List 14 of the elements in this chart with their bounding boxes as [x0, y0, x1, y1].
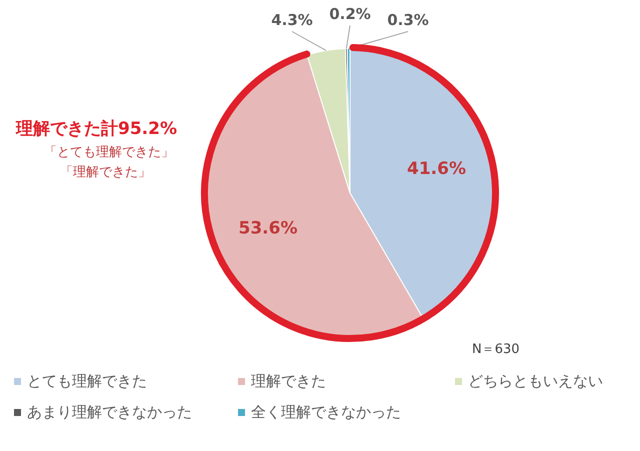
data-label: 0.2% [329, 4, 371, 23]
data-label: 41.6% [406, 159, 466, 180]
legend-label: とても理解できた [27, 372, 147, 390]
data-label: 53.6% [238, 218, 298, 239]
data-label: 4.3% [271, 10, 313, 29]
text: 「理解できた」 [60, 164, 151, 181]
legend-label: 全く理解できなかった [251, 403, 401, 421]
text: N＝630 [472, 341, 520, 358]
legend-label: あまり理解できなかった [27, 403, 192, 421]
legend-label: 理解できた [251, 372, 326, 390]
legend-label: どちらともいえない [468, 372, 603, 390]
text: 「とても理解できた」 [44, 144, 174, 161]
text: 理解できた計95.2% [16, 118, 177, 140]
data-label: 0.3% [387, 10, 429, 29]
